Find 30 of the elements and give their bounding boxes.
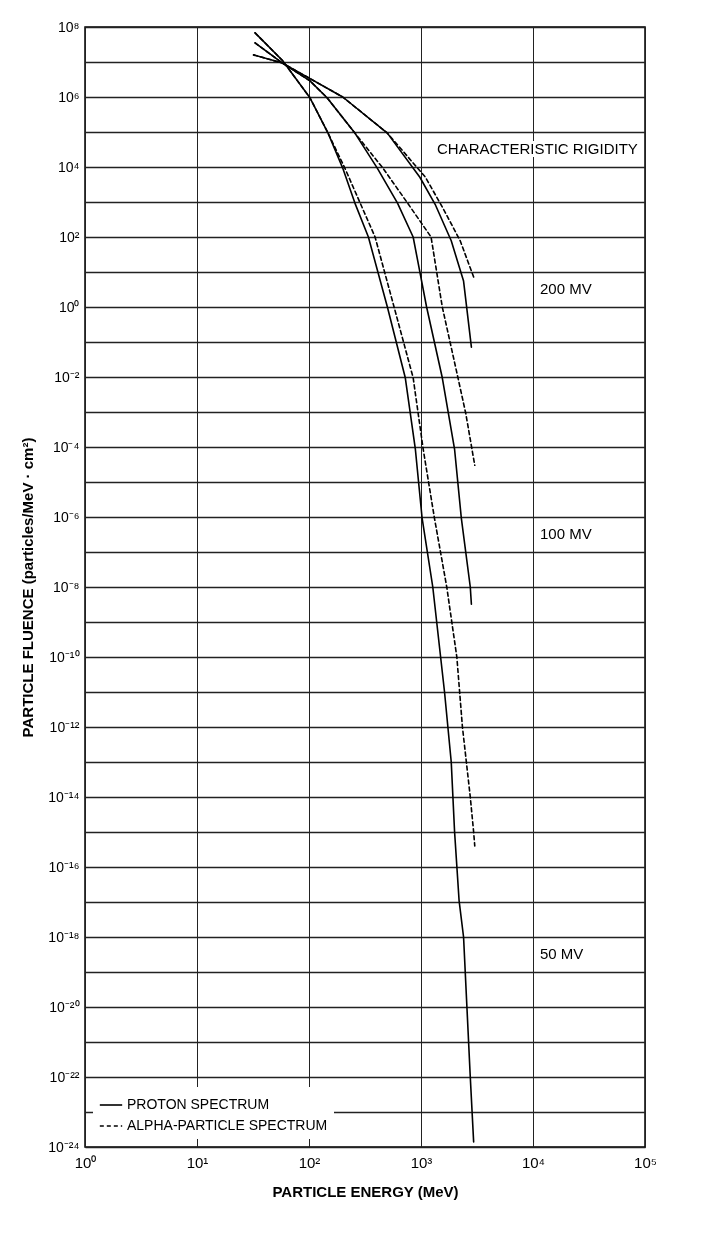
y-tick-label: 10⁴ xyxy=(57,158,80,175)
y-tick-label: 10⁻²⁰ xyxy=(49,998,80,1015)
y-tick-label: 10⁰ xyxy=(58,298,80,315)
x-tick-label: 10³ xyxy=(410,1153,433,1171)
y-tick-label: 10⁶ xyxy=(58,88,80,105)
y-tick-label: 10⁻¹⁶ xyxy=(48,858,80,875)
x-axis-title: PARTICLE ENERGY (MeV) xyxy=(272,1182,459,1200)
legend-label: PROTON SPECTRUM xyxy=(127,1096,270,1112)
y-axis-title: PARTICLE FLUENCE (particles/MeV · cm²) xyxy=(19,437,37,738)
annotation: 200 MV xyxy=(540,280,592,297)
y-tick-label: 10⁻⁸ xyxy=(53,578,80,595)
y-tick-label: 10⁻⁴ xyxy=(52,438,80,455)
y-tick-label: 10⁻¹⁰ xyxy=(49,648,80,665)
y-tick-label: 10⁻⁶ xyxy=(53,508,80,525)
x-tick-label: 10⁴ xyxy=(521,1153,546,1171)
y-tick-label: 10⁻² xyxy=(54,368,80,385)
legend-label: ALPHA-PARTICLE SPECTRUM xyxy=(127,1117,328,1133)
x-tick-label: 10² xyxy=(298,1153,321,1171)
y-tick-label: 10⁻²² xyxy=(49,1068,80,1085)
x-tick-label: 10⁰ xyxy=(74,1153,97,1171)
annotation: 50 MV xyxy=(540,945,584,962)
x-tick-label: 10⁵ xyxy=(634,1153,657,1171)
y-tick-label: 10² xyxy=(59,228,80,245)
y-tick-label: 10⁻¹⁴ xyxy=(48,788,80,805)
annotation: 100 MV xyxy=(540,525,592,542)
x-tick-label: 10¹ xyxy=(186,1153,209,1171)
y-tick-label: 10⁻²⁴ xyxy=(48,1138,80,1155)
y-tick-label: 10⁻¹⁸ xyxy=(48,928,80,945)
y-tick-label: 10⁸ xyxy=(58,18,80,35)
y-tick-label: 10⁻¹² xyxy=(49,718,80,735)
